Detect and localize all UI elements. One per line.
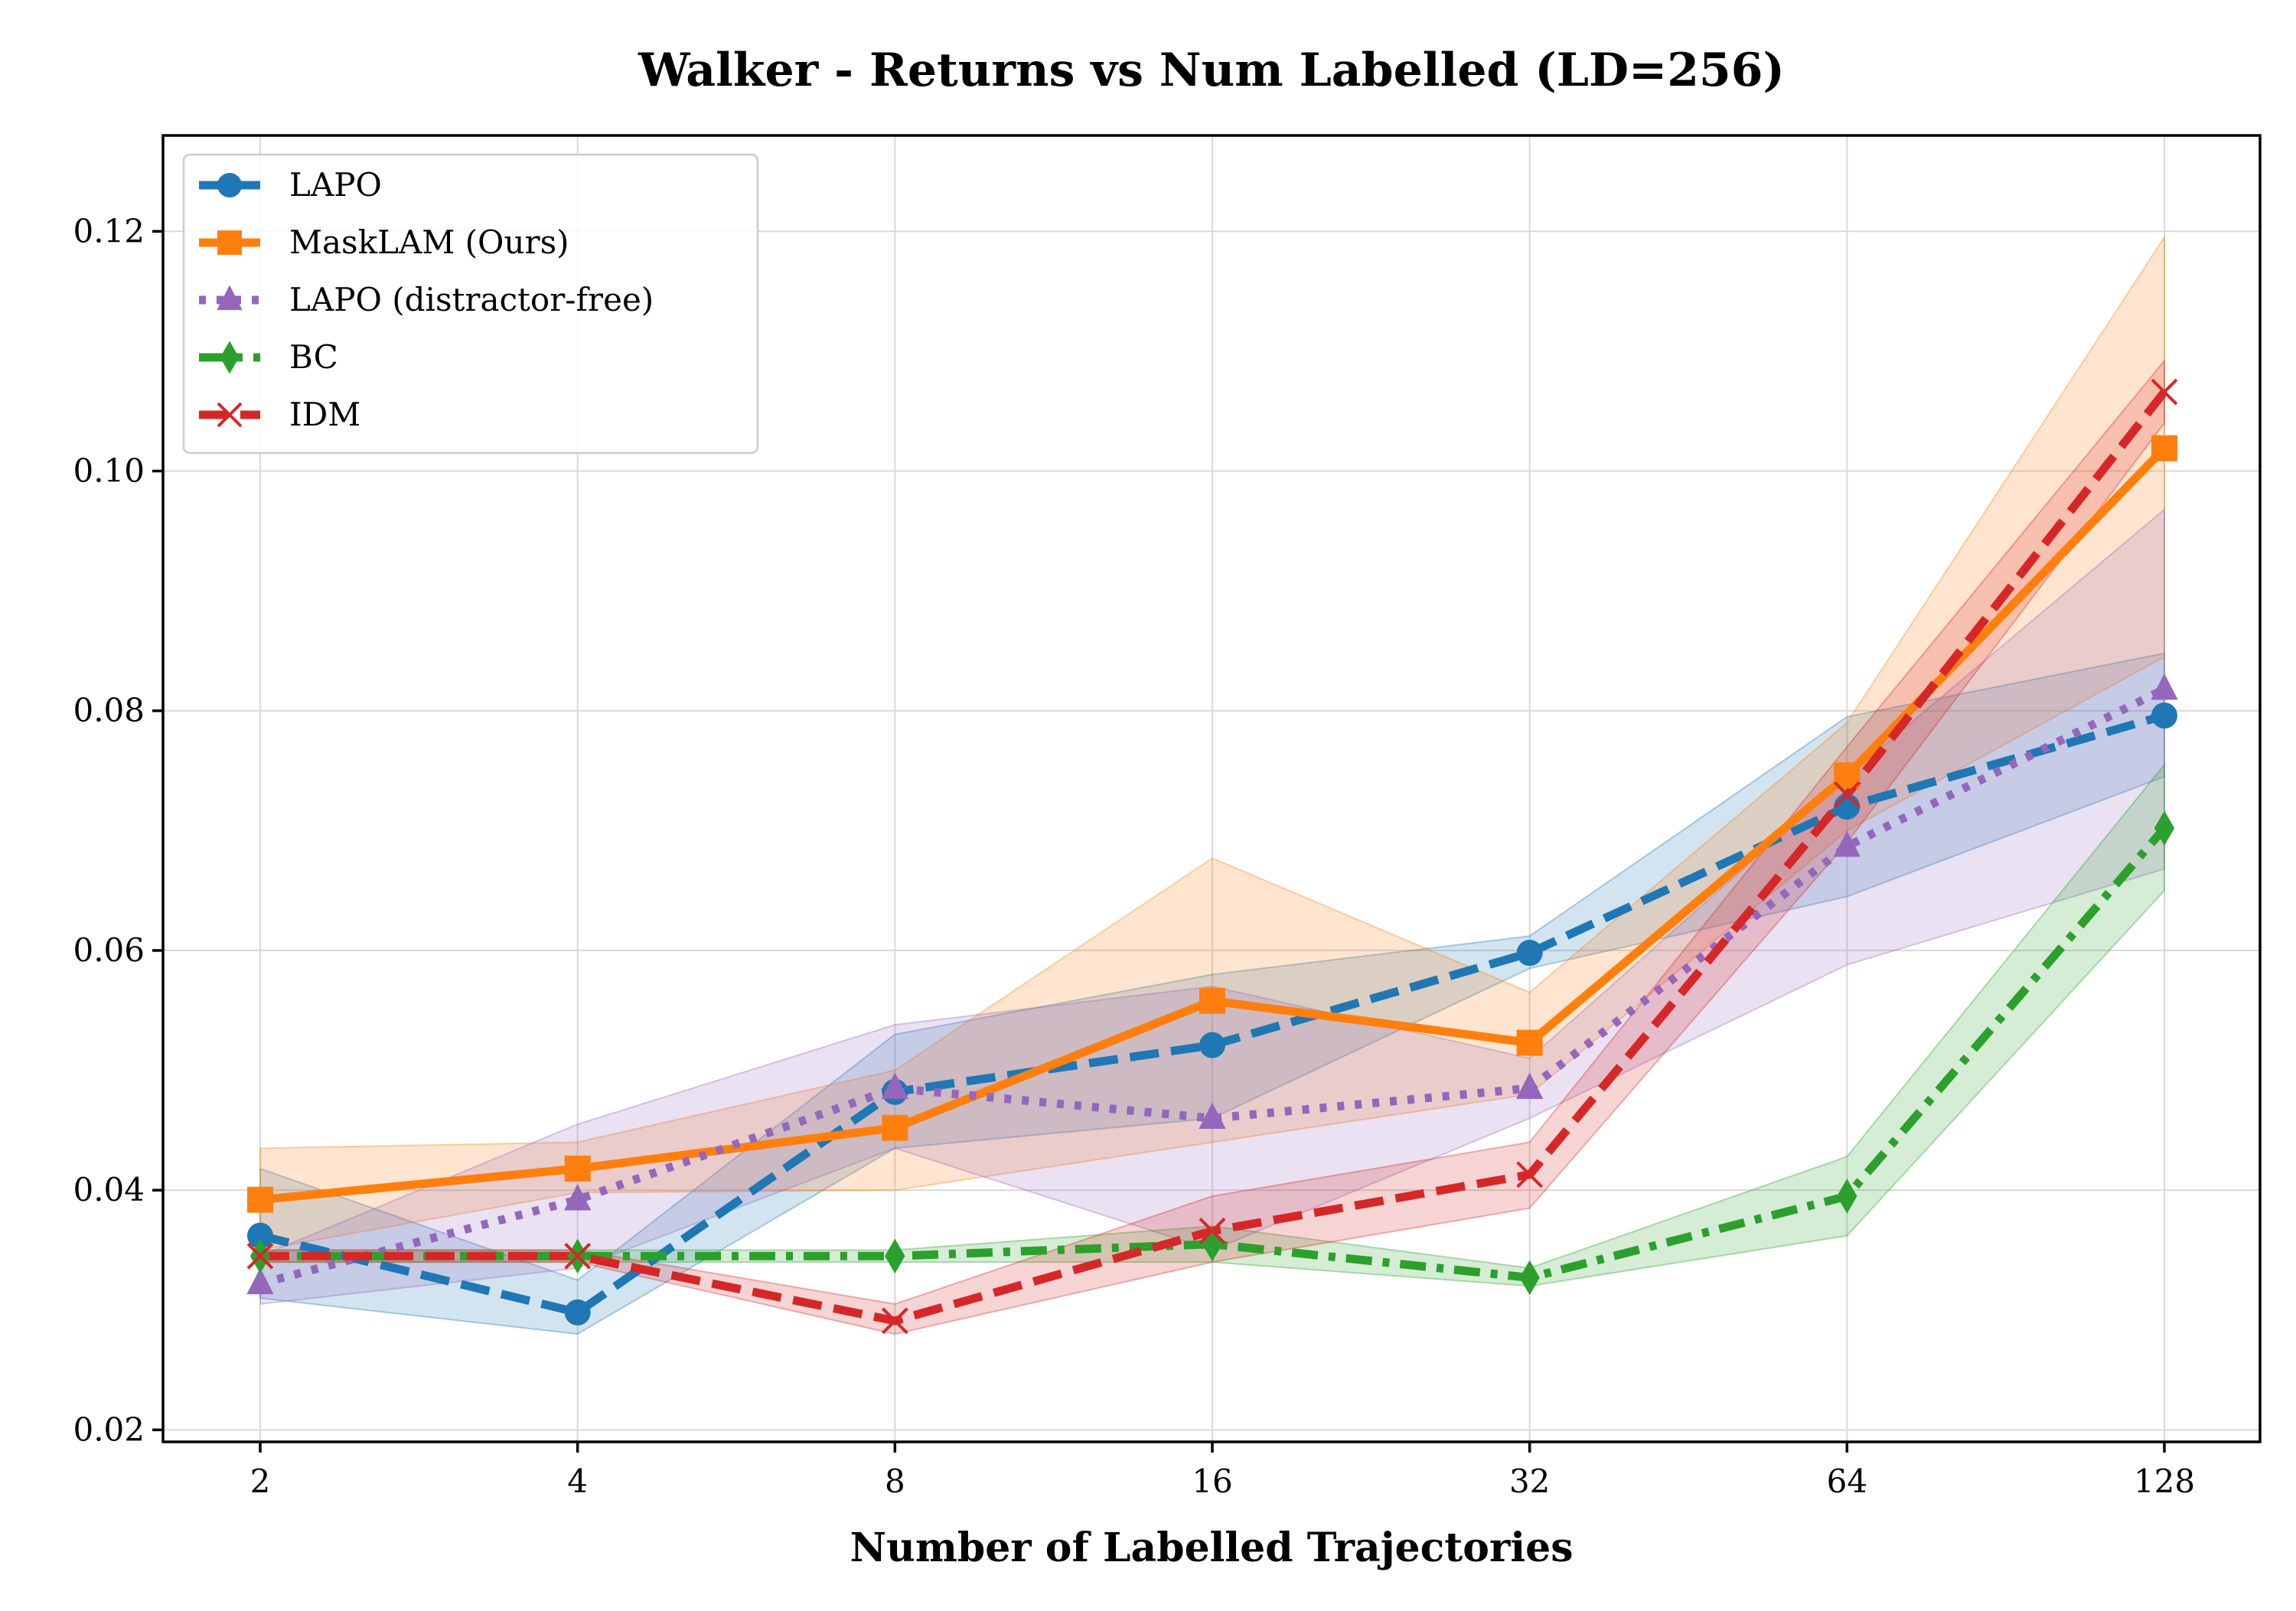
- legend-marker-idm: [217, 402, 243, 428]
- legend-marker-bc: [220, 341, 240, 374]
- data-point-lapo-distractor-free: [881, 1072, 908, 1099]
- data-point-lapo-distractor-free: [2151, 673, 2178, 700]
- data-point-idm: [1516, 1161, 1544, 1189]
- data-point-lapo: [1516, 940, 1543, 967]
- data-point-masklam-ours: [882, 1114, 908, 1141]
- y-tick-label: 0.12: [73, 212, 145, 249]
- y-tick-label: 0.02: [73, 1410, 145, 1448]
- data-point-lapo: [1834, 793, 1861, 820]
- x-tick-label: 2: [250, 1463, 271, 1500]
- y-tick-label: 0.10: [73, 452, 145, 489]
- legend-label-idm: IDM: [289, 396, 360, 433]
- data-point-idm: [2151, 378, 2178, 406]
- x-tick-label: 32: [1509, 1463, 1550, 1500]
- marker-x-stroke: [217, 402, 243, 428]
- data-point-masklam-ours: [247, 1186, 273, 1213]
- marker-x-stroke: [881, 1307, 908, 1335]
- y-tick-label: 0.08: [73, 692, 145, 729]
- data-point-idm: [881, 1307, 908, 1335]
- data-point-bc: [1519, 1260, 1540, 1296]
- x-tick-label: 8: [885, 1463, 905, 1500]
- data-point-lapo-distractor-free: [1516, 1072, 1544, 1099]
- data-point-masklam-ours: [1516, 1029, 1543, 1056]
- data-point-masklam-ours: [1199, 987, 1225, 1014]
- data-point-lapo: [1199, 1032, 1225, 1058]
- data-point-lapo-distractor-free: [1199, 1102, 1226, 1130]
- legend-label-lapo: LAPO: [289, 166, 382, 204]
- chart-title: Walker - Returns vs Num Labelled (LD=256…: [638, 44, 1785, 97]
- data-point-idm: [246, 1242, 274, 1270]
- y-tick-label: 0.04: [73, 1171, 145, 1208]
- data-point-lapo: [564, 1299, 591, 1326]
- legend-marker-lapo-distractor-free: [217, 285, 243, 311]
- data-point-lapo-distractor-free: [564, 1184, 592, 1211]
- band-bc: [259, 762, 2165, 1287]
- x-axis-label: Number of Labelled Trajectories: [850, 1525, 1574, 1571]
- legend-box: [182, 153, 759, 455]
- data-point-bc: [885, 1238, 905, 1274]
- data-point-masklam-ours: [1834, 762, 1861, 789]
- x-tick-label: 64: [1827, 1463, 1867, 1500]
- series-markers: [246, 378, 2178, 1335]
- data-point-masklam-ours: [564, 1155, 591, 1182]
- axis-ticks: 2 4 8 16 32 64 128 0.02 0.04 0.06 0.08 0.10 0.12: [73, 212, 2195, 1500]
- marker-x-stroke: [1516, 1161, 1544, 1189]
- marker-x-stroke: [564, 1242, 592, 1270]
- data-point-lapo-distractor-free: [1833, 830, 1861, 857]
- legend-marker-lapo: [217, 173, 242, 197]
- band-lapo-distractor-free-: [259, 507, 2165, 1306]
- legend-marker-masklam-ours: [217, 230, 242, 255]
- marker-x-stroke: [1199, 1217, 1226, 1244]
- legend-label-lapo-distractor-free: LAPO (distractor-free): [289, 281, 654, 318]
- data-point-lapo-distractor-free: [246, 1267, 274, 1295]
- legend-label-bc: BC: [289, 338, 338, 376]
- marker-x-stroke: [1833, 781, 1861, 808]
- legend: LAPO MaskLAM (Ours) LAPO (distractor-free)…: [182, 153, 759, 455]
- data-point-idm: [1199, 1217, 1226, 1244]
- data-point-masklam-ours: [2151, 435, 2177, 461]
- x-tick-label: 16: [1192, 1463, 1232, 1500]
- y-tick-label: 0.06: [73, 931, 145, 969]
- x-tick-label: 128: [2134, 1463, 2195, 1500]
- band-idm: [259, 358, 2165, 1335]
- legend-label-masklam-ours: MaskLAM (Ours): [289, 223, 569, 261]
- data-point-lapo: [2151, 702, 2177, 729]
- data-point-idm: [1833, 781, 1861, 808]
- marker-x-stroke: [246, 1242, 274, 1270]
- x-tick-label: 4: [567, 1463, 588, 1500]
- marker-x-stroke: [2151, 378, 2178, 406]
- data-point-idm: [564, 1242, 592, 1270]
- data-point-bc: [2154, 810, 2175, 846]
- data-point-bc: [1837, 1179, 1857, 1214]
